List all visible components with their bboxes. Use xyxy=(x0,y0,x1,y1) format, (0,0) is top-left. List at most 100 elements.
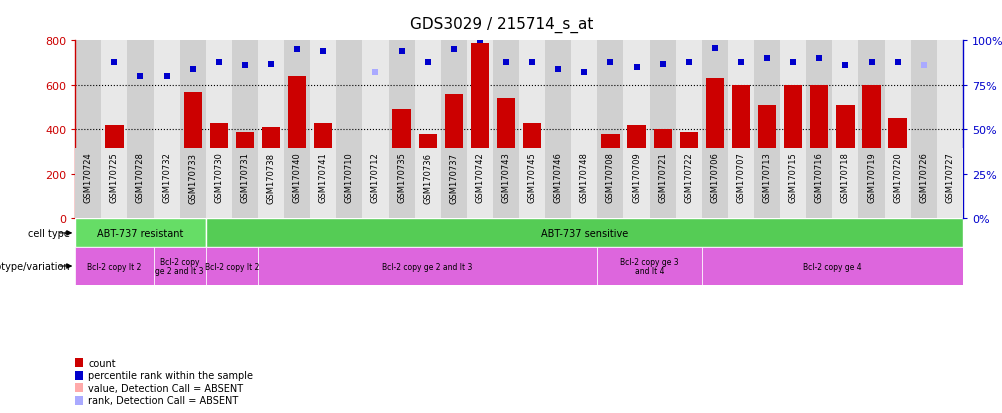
Text: GSM170742: GSM170742 xyxy=(475,152,484,203)
Bar xyxy=(235,132,254,219)
Bar xyxy=(340,159,358,219)
Bar xyxy=(910,41,936,219)
Bar xyxy=(858,41,884,219)
Bar xyxy=(466,149,492,219)
Bar xyxy=(414,41,440,219)
Text: GSM170720: GSM170720 xyxy=(892,152,901,203)
Bar xyxy=(75,219,205,248)
Text: GSM170735: GSM170735 xyxy=(397,152,406,203)
Bar xyxy=(701,248,962,285)
Bar xyxy=(418,135,437,219)
Text: GSM170716: GSM170716 xyxy=(814,152,823,203)
Bar xyxy=(884,41,910,219)
Bar xyxy=(205,219,962,248)
Bar xyxy=(832,41,858,219)
Text: GSM170746: GSM170746 xyxy=(553,152,562,203)
Bar xyxy=(388,41,414,219)
Text: GSM170721: GSM170721 xyxy=(657,152,666,203)
Bar xyxy=(231,41,258,219)
Text: GSM170726: GSM170726 xyxy=(918,152,927,203)
Text: GSM170731: GSM170731 xyxy=(240,152,249,203)
Bar xyxy=(440,149,466,219)
Bar xyxy=(600,135,619,219)
Text: GSM170737: GSM170737 xyxy=(449,152,458,203)
Bar xyxy=(310,149,336,219)
Bar xyxy=(701,149,727,219)
Bar xyxy=(492,41,519,219)
Bar xyxy=(127,41,153,219)
Bar xyxy=(754,149,780,219)
Bar xyxy=(131,166,149,219)
Text: value, Detection Call = ABSENT: value, Detection Call = ABSENT xyxy=(88,383,243,393)
Bar xyxy=(362,41,388,219)
Bar xyxy=(314,123,332,219)
Bar xyxy=(157,168,175,219)
Bar xyxy=(205,149,231,219)
Bar xyxy=(705,79,723,219)
Text: GSM170710: GSM170710 xyxy=(345,152,354,203)
Text: GSM170708: GSM170708 xyxy=(605,152,614,203)
Bar xyxy=(179,149,205,219)
Bar xyxy=(388,149,414,219)
Text: GSM170709: GSM170709 xyxy=(631,152,640,203)
Bar xyxy=(832,149,858,219)
Text: GSM170725: GSM170725 xyxy=(110,152,119,203)
Bar xyxy=(727,41,754,219)
Bar xyxy=(153,41,179,219)
Bar xyxy=(836,106,854,219)
Bar xyxy=(75,248,153,285)
Text: Bcl-2 copy ge 3
and lt 4: Bcl-2 copy ge 3 and lt 4 xyxy=(619,257,678,276)
Text: Bcl-2 copy
ge 2 and lt 3: Bcl-2 copy ge 2 and lt 3 xyxy=(155,257,203,276)
Text: ABT-737 resistant: ABT-737 resistant xyxy=(97,228,183,238)
Bar xyxy=(470,212,489,219)
Bar xyxy=(258,248,597,285)
Text: GSM170748: GSM170748 xyxy=(579,152,588,203)
Text: GSM170740: GSM170740 xyxy=(293,152,302,203)
Bar xyxy=(810,86,828,219)
Bar xyxy=(205,41,231,219)
Bar xyxy=(153,248,205,285)
Bar xyxy=(545,149,571,219)
Bar xyxy=(806,41,832,219)
Bar xyxy=(466,41,492,219)
Bar xyxy=(336,149,362,219)
Bar xyxy=(623,41,649,219)
Bar xyxy=(780,149,806,219)
Text: GSM170719: GSM170719 xyxy=(866,152,875,203)
Text: GSM170736: GSM170736 xyxy=(423,152,432,203)
Bar xyxy=(597,248,701,285)
Bar xyxy=(675,149,701,219)
Bar xyxy=(284,41,310,219)
Bar xyxy=(519,149,545,219)
Bar xyxy=(101,149,127,219)
Bar xyxy=(574,157,593,219)
Text: GSM170728: GSM170728 xyxy=(136,152,145,203)
Bar xyxy=(440,41,466,219)
Bar xyxy=(571,41,597,219)
Text: count: count xyxy=(88,358,116,368)
Bar xyxy=(649,149,675,219)
Bar xyxy=(597,41,623,219)
Bar xyxy=(209,123,227,219)
Bar xyxy=(179,41,205,219)
Bar xyxy=(105,126,123,219)
Text: rank, Detection Call = ABSENT: rank, Detection Call = ABSENT xyxy=(88,395,238,405)
Bar xyxy=(444,95,463,219)
Bar xyxy=(679,212,697,219)
Text: GSM170706: GSM170706 xyxy=(709,152,718,203)
Bar xyxy=(701,41,727,219)
Bar xyxy=(288,77,306,219)
Text: GSM170732: GSM170732 xyxy=(162,152,171,203)
Text: GSM170712: GSM170712 xyxy=(371,152,380,203)
Bar xyxy=(862,86,880,219)
Bar xyxy=(75,41,101,219)
Bar xyxy=(262,128,280,219)
Bar xyxy=(205,248,258,285)
Bar xyxy=(780,41,806,219)
Bar xyxy=(183,93,201,219)
Bar xyxy=(366,159,384,219)
Text: GSM170713: GSM170713 xyxy=(762,152,771,203)
Bar xyxy=(754,41,780,219)
Bar xyxy=(679,132,697,219)
Bar xyxy=(492,149,519,219)
